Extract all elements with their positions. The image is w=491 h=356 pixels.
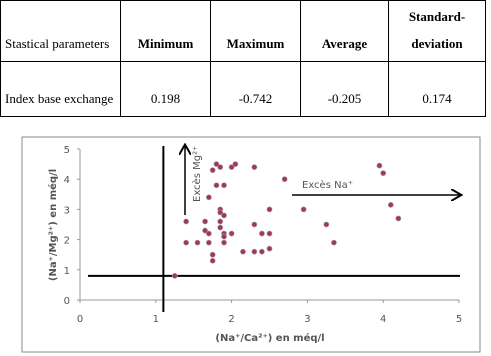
chart-frame <box>21 136 481 353</box>
point <box>266 206 273 213</box>
stats-table: Stastical parameters Minimum Maximum Averag… <box>0 0 486 117</box>
point <box>251 164 258 171</box>
point <box>221 212 227 219</box>
point <box>228 164 235 171</box>
point <box>266 245 273 252</box>
cell: 0.174 <box>388 61 486 117</box>
y-tick-label: 4 <box>64 175 70 186</box>
point <box>221 182 227 189</box>
point <box>209 167 216 174</box>
cell: -0.205 <box>300 61 389 117</box>
point <box>183 218 190 225</box>
x-tick-label: 0 <box>77 314 83 325</box>
point <box>217 164 224 171</box>
point <box>232 161 239 167</box>
header-cell: Standard-deviation <box>388 0 486 62</box>
point <box>171 272 178 279</box>
point <box>213 182 220 189</box>
point <box>259 248 265 255</box>
point <box>376 162 383 169</box>
point <box>202 227 208 234</box>
x-tick-label: 1 <box>153 314 159 325</box>
x-axis-label: (Na⁺/Ca²⁺) en méq/l <box>215 332 324 344</box>
point <box>217 209 224 216</box>
point <box>205 230 212 237</box>
point <box>217 218 224 225</box>
annotation: Excès Mg²⁺ <box>191 146 203 202</box>
point <box>387 201 394 208</box>
y-tick-label: 1 <box>64 266 70 277</box>
point <box>213 161 220 167</box>
point <box>251 248 258 255</box>
y-tick-label: 5 <box>64 145 70 156</box>
y-tick-label: 3 <box>64 205 70 216</box>
point <box>183 239 190 246</box>
y-tick-label: 0 <box>64 296 70 307</box>
y-axis-label: (Na⁺/Mg²⁺) en méq/l <box>47 169 59 281</box>
annotation: Excès Na⁺ <box>302 179 353 191</box>
point <box>323 221 330 228</box>
data-row: Index base exchange 0.198 -0.742 -0.205 0.17… <box>0 61 486 117</box>
point <box>331 239 337 246</box>
point <box>209 251 216 258</box>
x-tick-label: 3 <box>304 314 310 325</box>
point <box>205 239 212 246</box>
header-row: Stastical parameters Minimum Maximum Averag… <box>0 0 486 62</box>
header-cell: Stastical parameters <box>0 0 121 62</box>
header-cell: Average <box>300 0 389 62</box>
header-cell: Minimum <box>120 0 211 62</box>
point <box>217 224 224 231</box>
x-tick-label: 5 <box>456 314 462 325</box>
point <box>251 221 258 228</box>
point <box>205 194 212 201</box>
point <box>228 230 235 237</box>
y-tick-label: 2 <box>64 236 70 247</box>
cell: 0.198 <box>120 61 211 117</box>
x-tick-label: 4 <box>380 314 386 325</box>
point <box>300 206 307 213</box>
point <box>240 248 246 255</box>
cell: -0.742 <box>210 61 301 117</box>
point <box>194 239 201 246</box>
x-tick-label: 2 <box>228 314 234 325</box>
point <box>380 170 387 177</box>
point <box>281 176 288 183</box>
point <box>395 215 402 222</box>
point <box>221 233 227 240</box>
point <box>259 230 265 237</box>
point <box>209 257 216 264</box>
cell: Index base exchange <box>0 61 121 117</box>
point <box>221 239 227 246</box>
point <box>202 218 208 225</box>
point <box>266 230 273 237</box>
